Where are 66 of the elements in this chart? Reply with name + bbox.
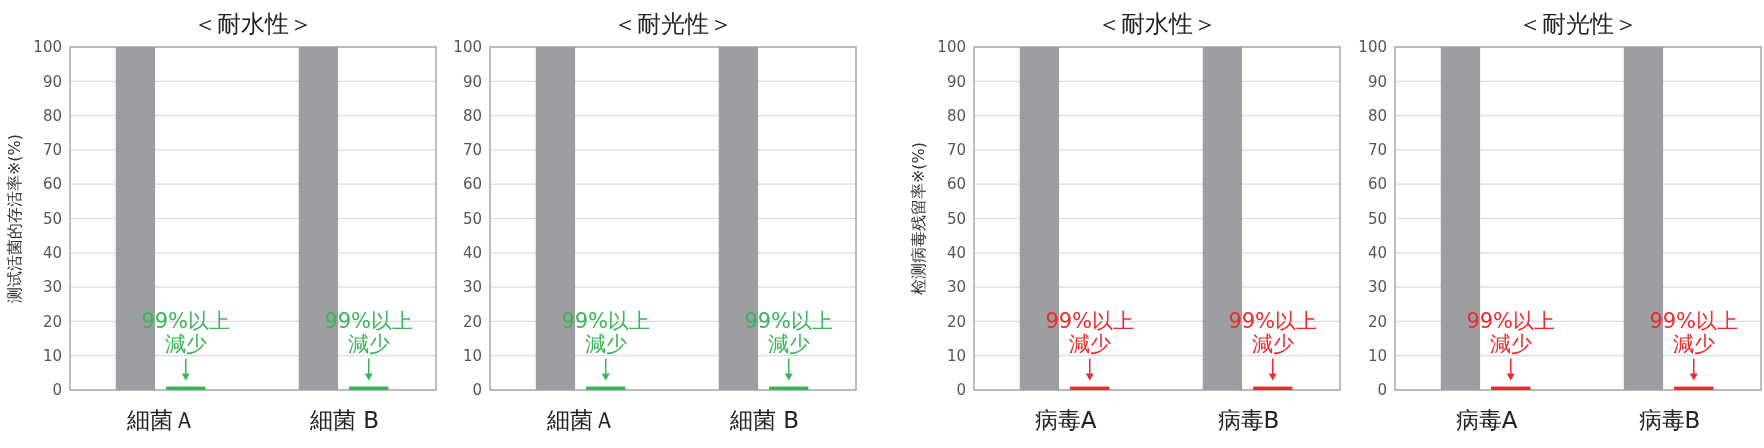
y-tick-label: 10: [42, 346, 62, 365]
chart-title: ＜耐光性＞: [613, 10, 733, 38]
y-tick-label: 90: [1367, 72, 1387, 91]
y-tick-label: 70: [946, 141, 966, 160]
y-tick-label: 60: [1367, 175, 1387, 194]
y-tick-label: 60: [946, 175, 966, 194]
x-tick-label: 細菌 B: [728, 407, 800, 433]
annotation: 99%以上減少: [141, 308, 231, 356]
x-tick-label: 病毒B: [1217, 407, 1280, 433]
y-tick-label: 20: [42, 312, 62, 331]
y-tick-label: 30: [462, 278, 482, 297]
y-tick-label: 50: [42, 209, 62, 228]
y-tick-label: 70: [1367, 141, 1387, 160]
x-tick-label: 細菌Ａ: [546, 407, 616, 433]
y-tick-label: 40: [462, 244, 482, 263]
annotation: 99%以上減少: [561, 308, 651, 356]
y-tick-label: 60: [42, 175, 62, 194]
y-tick-label: 90: [42, 72, 62, 91]
y-tick-label: 100: [33, 38, 62, 57]
y-axis-title: 检测病毒残留率※(%): [909, 141, 928, 296]
annotation: 99%以上減少: [1228, 308, 1318, 356]
y-tick-label: 80: [946, 106, 966, 125]
annotation: 99%以上減少: [1045, 308, 1135, 356]
chart-title: ＜耐水性＞: [1097, 10, 1217, 38]
y-tick-label: 90: [946, 72, 966, 91]
y-tick-label: 100: [937, 38, 966, 57]
chart-title: ＜耐水性＞: [193, 10, 313, 38]
y-tick-label: 100: [1358, 38, 1387, 57]
y-tick-label: 10: [946, 346, 966, 365]
y-tick-label: 0: [956, 381, 966, 400]
annotation: 99%以上減少: [1649, 308, 1739, 356]
y-tick-label: 80: [1367, 106, 1387, 125]
y-tick-label: 0: [52, 381, 62, 400]
y-axis-title: 测试活菌的存活率※(%): [5, 133, 24, 304]
y-tick-label: 10: [1367, 346, 1387, 365]
y-tick-label: 70: [42, 141, 62, 160]
annotation: 99%以上減少: [744, 308, 834, 356]
y-tick-label: 50: [462, 209, 482, 228]
x-tick-label: 病毒A: [1455, 407, 1518, 433]
y-tick-label: 40: [946, 244, 966, 263]
y-tick-label: 50: [946, 209, 966, 228]
x-tick-label: 病毒B: [1638, 407, 1701, 433]
y-tick-label: 20: [946, 312, 966, 331]
y-tick-label: 20: [462, 312, 482, 331]
x-tick-label: 細菌Ａ: [126, 407, 196, 433]
y-tick-label: 40: [1367, 244, 1387, 263]
y-tick-label: 80: [42, 106, 62, 125]
x-tick-label: 細菌 B: [308, 407, 380, 433]
y-tick-label: 0: [472, 381, 482, 400]
y-tick-label: 0: [1377, 381, 1387, 400]
y-tick-label: 10: [462, 346, 482, 365]
annotation: 99%以上減少: [1466, 308, 1556, 356]
y-tick-label: 70: [462, 141, 482, 160]
y-tick-label: 80: [462, 106, 482, 125]
annotation: 99%以上減少: [324, 308, 414, 356]
y-tick-label: 60: [462, 175, 482, 194]
y-tick-label: 30: [946, 278, 966, 297]
y-tick-label: 30: [1367, 278, 1387, 297]
y-tick-label: 30: [42, 278, 62, 297]
y-tick-label: 100: [453, 38, 482, 57]
chart-title: ＜耐光性＞: [1518, 10, 1638, 38]
y-tick-label: 50: [1367, 209, 1387, 228]
y-tick-label: 20: [1367, 312, 1387, 331]
y-tick-label: 90: [462, 72, 482, 91]
y-tick-label: 40: [42, 244, 62, 263]
x-tick-label: 病毒A: [1034, 407, 1097, 433]
